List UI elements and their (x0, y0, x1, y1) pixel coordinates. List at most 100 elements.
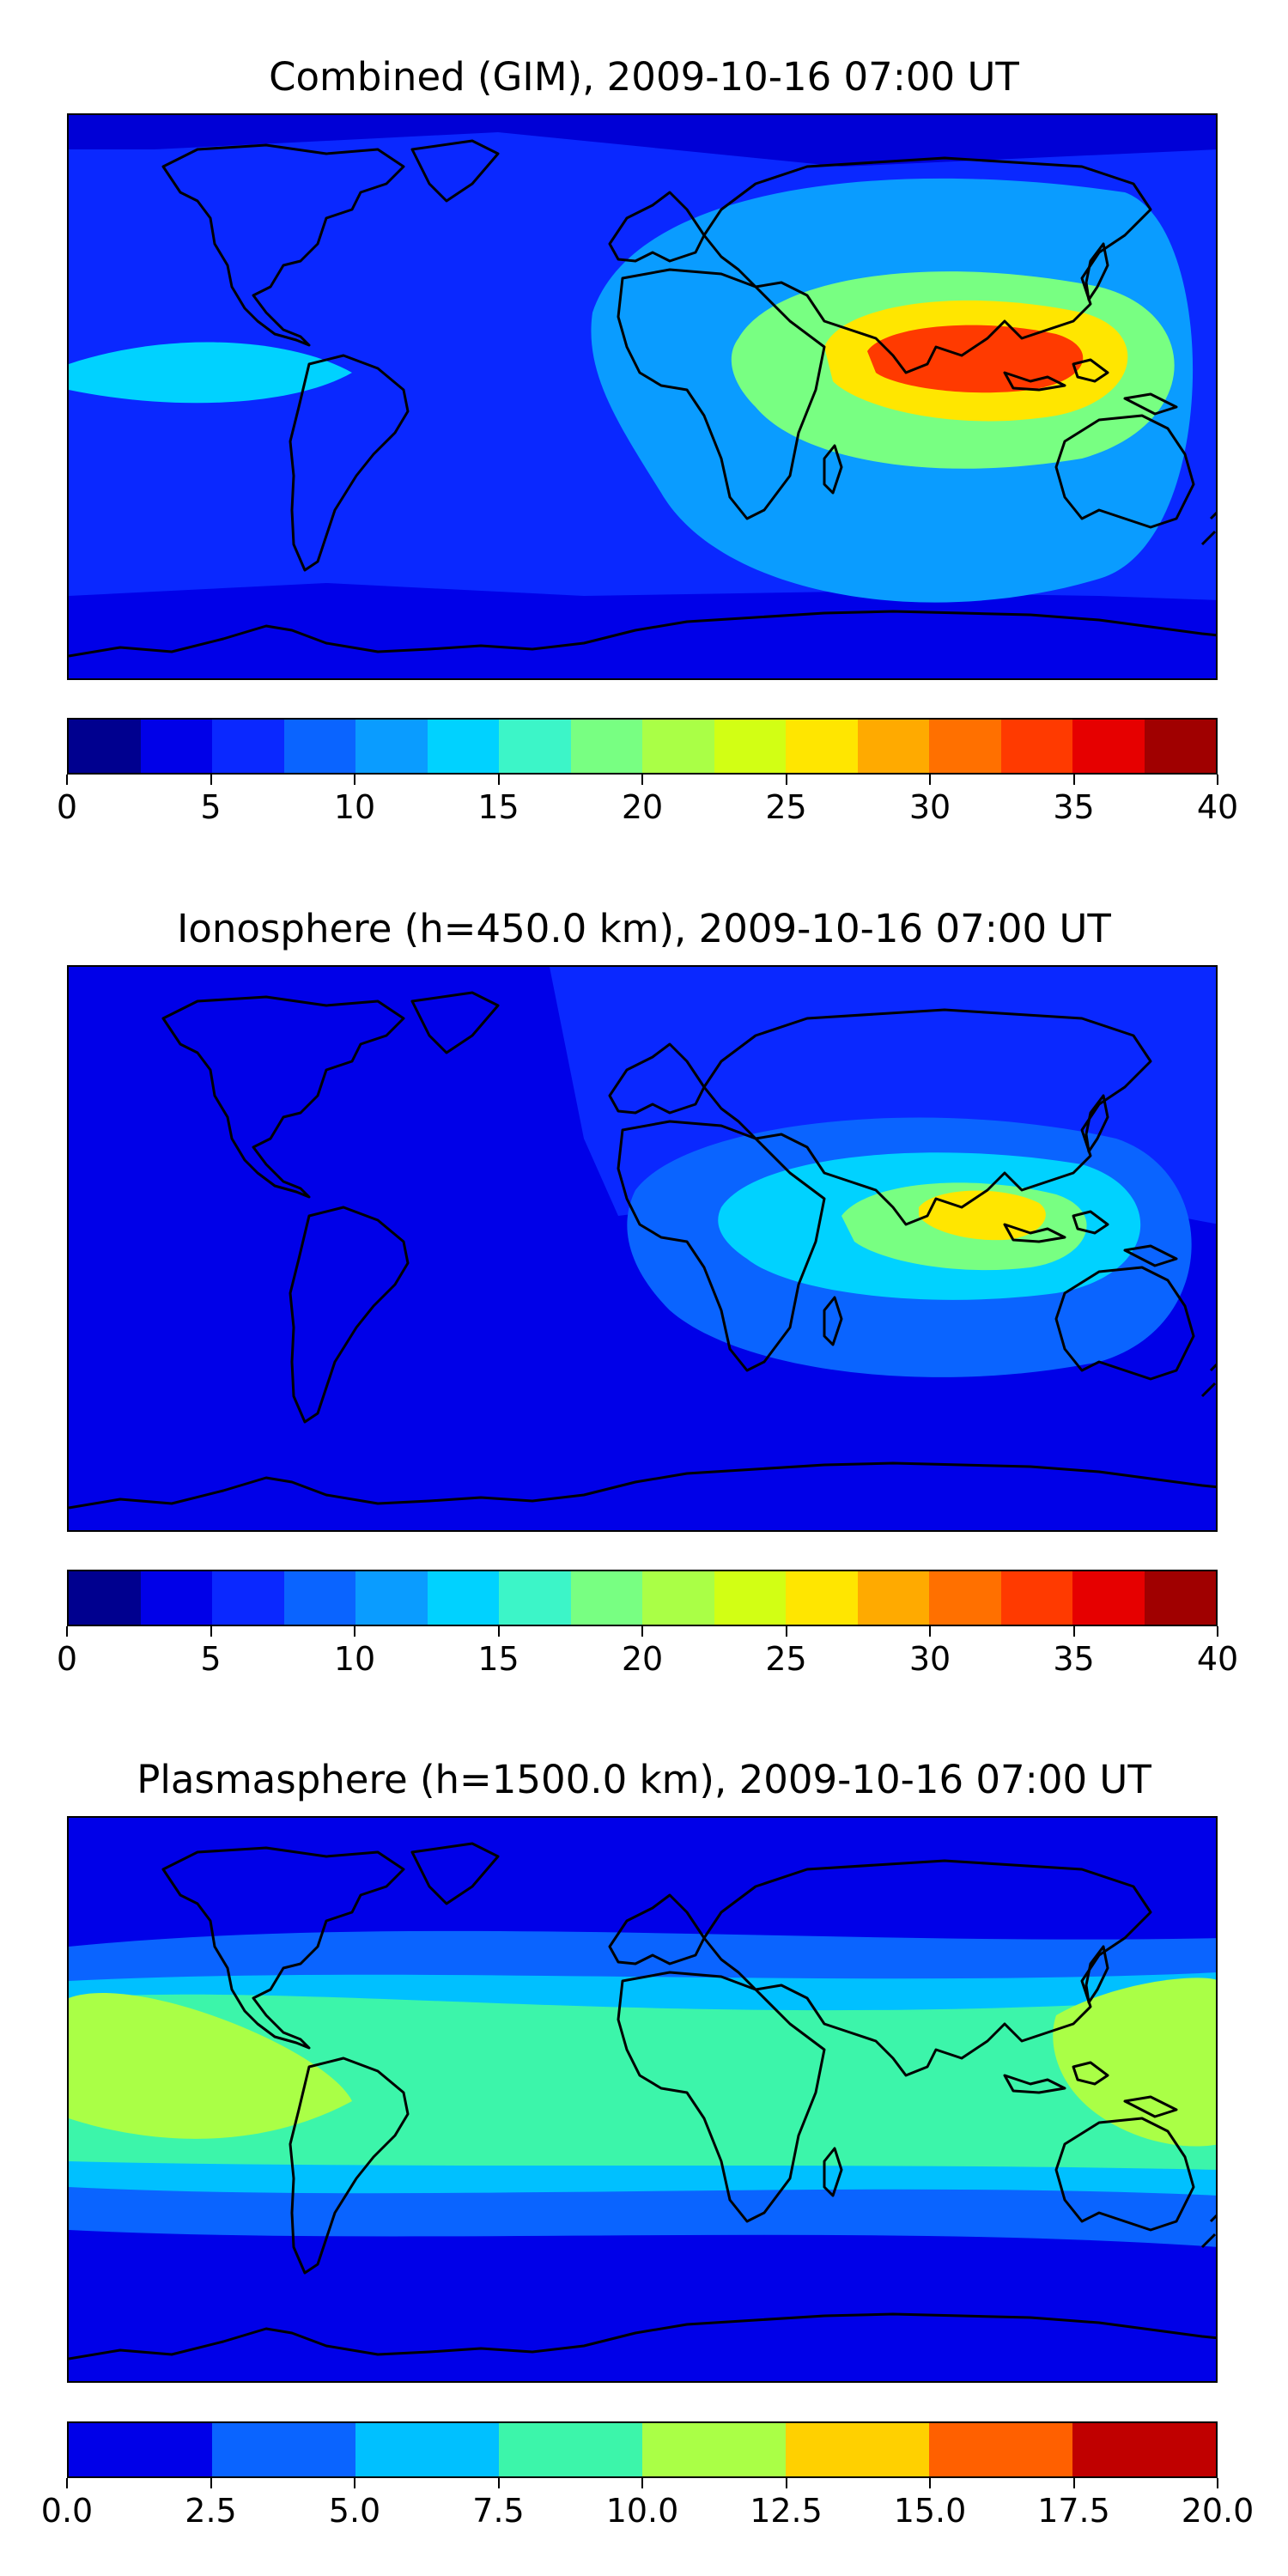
colorbar-segment (499, 2423, 642, 2476)
colorbar-segment (499, 720, 571, 773)
panel-title: Plasmasphere (h=1500.0 km), 2009-10-16 0… (137, 1757, 1151, 1802)
colorbar-tick-label: 2.5 (185, 2492, 237, 2530)
colorbar-tick (66, 2478, 68, 2488)
tec-region-0 (69, 115, 1216, 167)
colorbar-tick-label: 10 (333, 1640, 376, 1678)
colorbar-segment (283, 720, 355, 773)
colorbar-tick-label: 17.5 (1037, 2492, 1110, 2530)
colorbar-segment (786, 2423, 929, 2476)
colorbar-segment (427, 1571, 499, 1625)
colorbar-tick-label: 20.0 (1181, 2492, 1255, 2530)
colorbar-tick (641, 775, 643, 785)
colorbar-tick-label: 30 (908, 1640, 951, 1678)
panel-title: Combined (GIM), 2009-10-16 07:00 UT (269, 54, 1019, 100)
colorbar-segment (642, 720, 714, 773)
colorbar-segment (786, 720, 858, 773)
colorbar-tick (210, 1626, 212, 1637)
colorbar-tick (66, 775, 68, 785)
colorbar-tick (785, 2478, 787, 2488)
map-ionosphere (67, 965, 1218, 1532)
colorbar-tick-label: 15 (477, 788, 519, 826)
colorbar-tick (1072, 775, 1075, 785)
colorbar-ionosphere (67, 1570, 1218, 1626)
colorbar-segment (929, 1571, 1001, 1625)
colorbar-tick-label: 5.0 (328, 2492, 381, 2530)
colorbar-segment (1000, 720, 1072, 773)
colorbar-segment (499, 1571, 571, 1625)
colorbar-tick (641, 1626, 643, 1637)
tec-region-2 (69, 342, 352, 404)
colorbar-tick-label: 35 (1053, 1640, 1095, 1678)
colorbar-segment (642, 2423, 786, 2476)
tec-map (69, 115, 1216, 678)
colorbar-tick (210, 775, 212, 785)
colorbar-segment (1144, 1571, 1216, 1625)
colorbar-segment (140, 1571, 212, 1625)
colorbar-segment (212, 1571, 284, 1625)
colorbar-segment (1000, 1571, 1072, 1625)
colorbar-tick (66, 1626, 68, 1637)
panel-title: Ionosphere (h=450.0 km), 2009-10-16 07:0… (177, 906, 1111, 951)
colorbar-tick (785, 1626, 787, 1637)
colorbar-tick (1072, 2478, 1075, 2488)
tec-map (69, 967, 1216, 1530)
colorbar-segment (140, 720, 212, 773)
colorbar-segment (570, 720, 642, 773)
colorbar-segment (1144, 720, 1216, 773)
colorbar-tick-label: 25 (765, 1640, 807, 1678)
colorbar-tick-label: 0.0 (40, 2492, 94, 2530)
colorbar-segment (714, 720, 786, 773)
colorbar-tick-label: 5 (200, 1640, 222, 1678)
colorbar-tick (354, 1626, 355, 1637)
colorbar-tick (929, 2478, 931, 2488)
colorbar-tick-label: 12.5 (750, 2492, 823, 2530)
colorbar-tick (210, 2478, 212, 2488)
colorbar-tick-label: 20 (621, 1640, 664, 1678)
colorbar-tick-label: 5 (200, 788, 222, 826)
colorbar-tick-label: 40 (1196, 1640, 1239, 1678)
colorbar-segment (212, 720, 284, 773)
colorbar-segment (1072, 2423, 1216, 2476)
colorbar-tick (1217, 2478, 1218, 2488)
colorbar-tick (497, 2478, 500, 2488)
colorbar-segment (714, 1571, 786, 1625)
colorbar-tick (1217, 1626, 1218, 1637)
colorbar-tick-label: 0 (56, 1640, 78, 1678)
colorbar-tick (929, 1626, 931, 1637)
tec-region-6 (867, 325, 1084, 393)
colorbar-tick (354, 775, 355, 785)
colorbar-segment (355, 1571, 428, 1625)
colorbar-segment (570, 1571, 642, 1625)
colorbar-segment (1072, 720, 1145, 773)
colorbar-tick-label: 10 (333, 788, 376, 826)
colorbar-plasmasphere (67, 2421, 1218, 2478)
colorbar-tick (354, 2478, 355, 2488)
colorbar-tick-label: 7.5 (472, 2492, 525, 2530)
tec-region-1 (69, 583, 1216, 678)
colorbar-tick (641, 2478, 643, 2488)
colorbar-tick-label: 0 (56, 788, 78, 826)
colorbar-tick-label: 15.0 (893, 2492, 967, 2530)
map-plasmasphere (67, 1816, 1218, 2383)
tec-region-3 (69, 1993, 352, 2139)
colorbar-combined (67, 718, 1218, 775)
colorbar-tick-label: 40 (1196, 788, 1239, 826)
colorbar-segment (69, 720, 141, 773)
colorbar-tick (497, 1626, 500, 1637)
colorbar-tick (497, 775, 500, 785)
colorbar-segment (69, 1571, 141, 1625)
colorbar-segment (642, 1571, 714, 1625)
colorbar-segment (1072, 1571, 1145, 1625)
colorbar-segment (929, 2423, 1072, 2476)
colorbar-tick (1072, 1626, 1075, 1637)
colorbar-tick (785, 775, 787, 785)
colorbar-segment (857, 1571, 929, 1625)
colorbar-segment (786, 1571, 858, 1625)
colorbar-tick-label: 25 (765, 788, 807, 826)
colorbar-tick-label: 20 (621, 788, 664, 826)
map-combined (67, 113, 1218, 680)
colorbar-segment (929, 720, 1001, 773)
colorbar-tick-label: 10.0 (605, 2492, 679, 2530)
tec-region-2 (69, 1994, 1216, 2170)
colorbar-segment (355, 720, 428, 773)
